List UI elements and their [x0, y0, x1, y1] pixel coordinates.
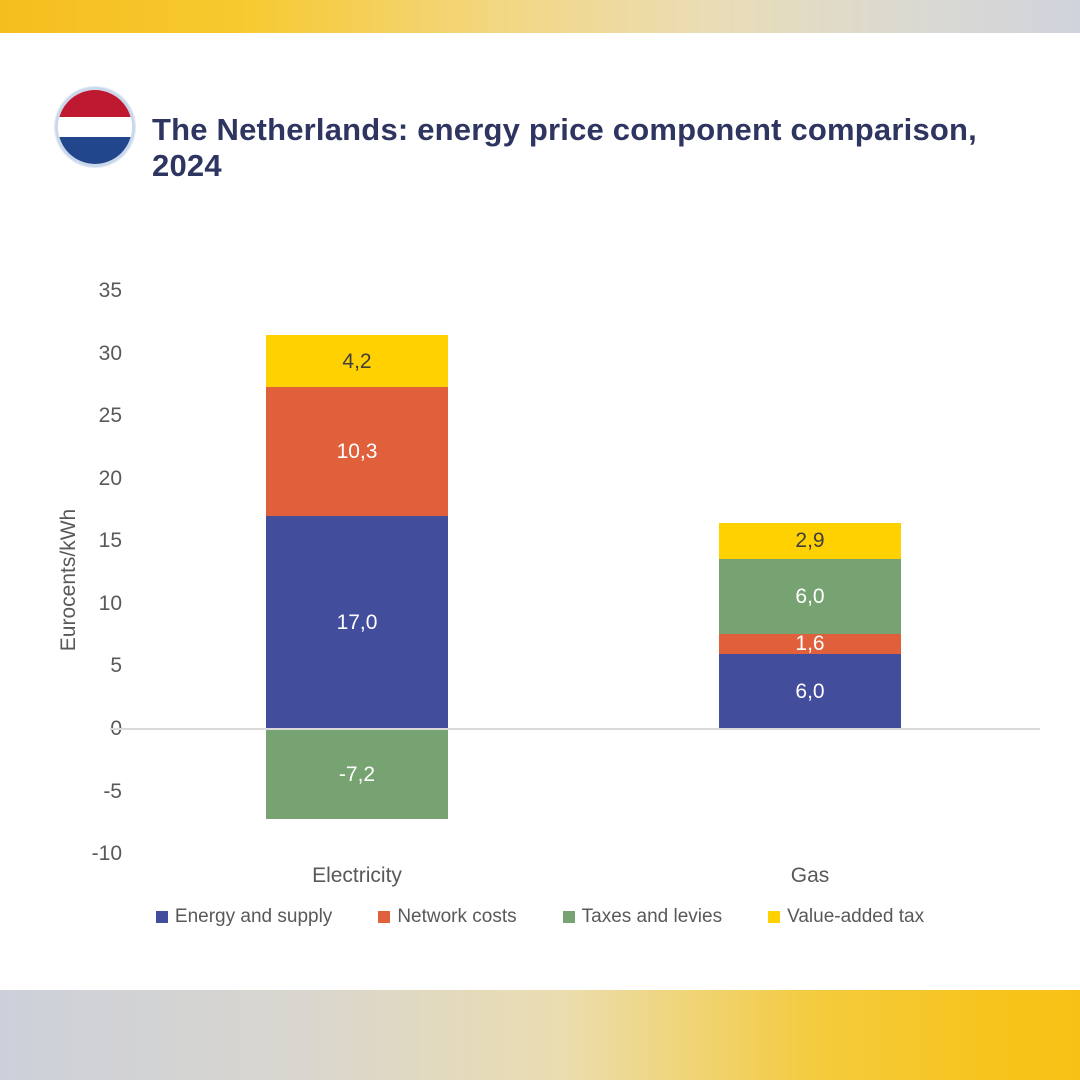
bar-value-label: 17,0 [336, 611, 378, 635]
y-axis-tick-label: 15 [98, 529, 122, 553]
legend-label: Value-added tax [787, 906, 925, 927]
bar-value-label: 4,2 [342, 349, 372, 373]
bar-value-label: 2,9 [795, 529, 825, 553]
bar-value-label: 6,0 [795, 679, 825, 703]
bar-segment-taxes-and-levies: 6,0 [719, 558, 901, 634]
y-axis-tick-label: 20 [98, 466, 122, 490]
bar-segment-taxes-and-levies: -7,2 [266, 729, 448, 820]
bar-segment-network-costs: 1,6 [719, 632, 901, 656]
flag-white-stripe [58, 117, 132, 138]
y-axis-tick-label: 5 [110, 654, 122, 678]
legend-item-energy-and-supply: Energy and supply [155, 906, 333, 928]
legend-label: Taxes and levies [581, 906, 723, 927]
legend-swatch-icon [378, 911, 391, 923]
y-axis-tick-label: 30 [98, 341, 122, 365]
flag-red-stripe [58, 90, 132, 118]
x-axis-category-label: Gas [790, 864, 830, 887]
top-gradient-band [0, 0, 1080, 33]
page-title: The Netherlands: energy price component … [152, 111, 977, 183]
legend-label: Network costs [397, 906, 517, 927]
bottom-gradient-band: ehpa 25 years ★ ★ ★ ★ ★ ★ ★ ★ ★ [0, 990, 1080, 1080]
legend-item-network-costs: Network costs [378, 906, 517, 928]
bar-value-label: 6,0 [795, 584, 825, 608]
y-axis-tick-label: -5 [103, 779, 122, 803]
legend-swatch-icon [768, 911, 781, 923]
x-axis-category-label: Electricity [312, 864, 402, 887]
bar-segment-energy-and-supply: 6,0 [719, 653, 901, 729]
bar-segment-value-added-tax: 4,2 [266, 334, 448, 388]
bar-value-label: 1,6 [795, 632, 825, 656]
bar-value-label: -7,2 [338, 762, 376, 786]
zero-axis-line [110, 728, 1040, 730]
legend-item-taxes-and-levies: Taxes and levies [562, 906, 723, 928]
legend-swatch-icon [562, 911, 575, 923]
bar-value-label: 10,3 [336, 440, 378, 464]
y-axis-tick-label: 25 [98, 404, 122, 428]
bar-segment-network-costs: 10,3 [266, 387, 448, 517]
netherlands-flag-icon [55, 87, 135, 167]
bar-segment-value-added-tax: 2,9 [719, 522, 901, 559]
flag-blue-stripe [58, 137, 132, 164]
y-axis-tick-label: 35 [98, 279, 122, 302]
legend-label: Energy and supply [174, 906, 333, 927]
legend-item-value-added-tax: Value-added tax [768, 906, 924, 928]
bar-segment-energy-and-supply: 17,0 [266, 516, 448, 729]
y-axis-tick-label: 10 [98, 591, 122, 615]
chart-legend: Energy and supply Network costs Taxes and … [0, 906, 1080, 928]
legend-swatch-icon [155, 911, 168, 923]
y-axis-tick-label: -10 [91, 842, 122, 866]
